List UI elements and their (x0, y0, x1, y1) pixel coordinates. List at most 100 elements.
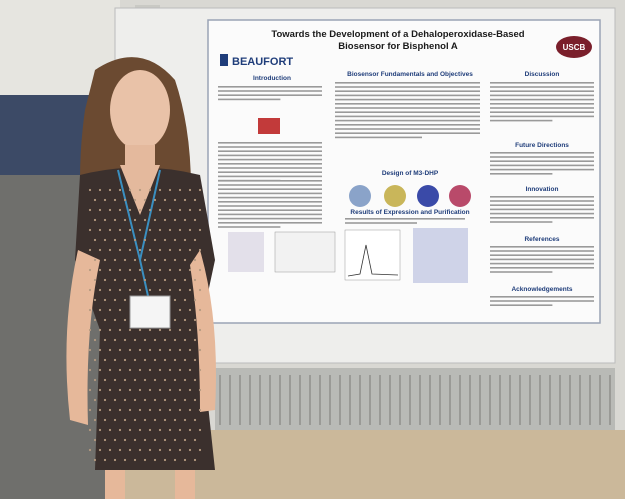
dress-dot (93, 358, 97, 362)
dress-dot (148, 428, 152, 432)
text-line (218, 184, 322, 186)
dress-dot (153, 198, 157, 202)
dress-dot (153, 338, 157, 342)
text-line (218, 98, 281, 101)
dress-dot (93, 198, 97, 202)
dress-dot (128, 268, 132, 272)
dress-dot (103, 378, 107, 382)
dress-dot (183, 258, 187, 262)
dress-dot (198, 268, 202, 272)
dress-dot (183, 458, 187, 462)
dress-dot (123, 278, 127, 282)
dress-dot (163, 218, 167, 222)
text-line (490, 107, 594, 109)
dress-dot (138, 208, 142, 212)
dress-dot (133, 278, 137, 282)
dress-dot (178, 428, 182, 432)
chromatogram-line (347, 244, 399, 277)
protein-figure (417, 185, 439, 207)
text-line (490, 246, 594, 248)
dress-dot (193, 378, 197, 382)
dress-dot (93, 258, 97, 262)
dress-dot (93, 298, 97, 302)
text-line (218, 158, 322, 161)
dress-dot (188, 448, 192, 452)
dress-dot (113, 338, 117, 342)
section-heading: Biosensor Fundamentals and Objectives (347, 71, 473, 78)
dress-dot (128, 328, 132, 332)
dress-dot (98, 348, 102, 352)
dress-dot (93, 318, 97, 322)
dress-dot (138, 448, 142, 452)
section-heading: Future Directions (515, 142, 569, 149)
text-line (218, 167, 322, 169)
dress-dot (193, 458, 197, 462)
text-line (490, 250, 594, 252)
dress-dot (148, 328, 152, 332)
dress-dot (188, 228, 192, 232)
text-line (490, 212, 594, 215)
text-line (218, 146, 322, 148)
dress-dot (173, 298, 177, 302)
dress-dot (183, 198, 187, 202)
section-heading: References (524, 236, 559, 243)
poster-text-lines (218, 82, 594, 306)
dress-dot (188, 408, 192, 412)
dress-dot (98, 448, 102, 452)
dress-dot (178, 268, 182, 272)
dress-dot (118, 248, 122, 252)
dress-dot (128, 448, 132, 452)
dress-dot (168, 428, 172, 432)
dress-dot (113, 258, 117, 262)
dress-dot (133, 238, 137, 242)
text-line (490, 98, 594, 101)
dress-dot (198, 408, 202, 412)
dress-dot (123, 398, 127, 402)
dress-dot (168, 448, 172, 452)
dress-dot (88, 388, 92, 392)
dress-dot (173, 358, 177, 362)
dress-dot (88, 228, 92, 232)
poster-title: Towards the Development of a Dehaloperox… (271, 29, 524, 40)
dress-dot (108, 288, 112, 292)
dress-dot (118, 428, 122, 432)
text-line (490, 221, 553, 223)
dress-dot (108, 388, 112, 392)
text-line (490, 82, 594, 84)
dress-dot (98, 388, 102, 392)
dress-dot (123, 338, 127, 342)
dress-dot (108, 348, 112, 352)
dress-dot (183, 338, 187, 342)
dress-dot (98, 308, 102, 312)
text-line (218, 94, 322, 96)
dress-dot (138, 348, 142, 352)
text-line (335, 82, 480, 84)
text-line (490, 304, 553, 306)
dress-dot (103, 318, 107, 322)
dress-dot (188, 328, 192, 332)
dress-dot (158, 248, 162, 252)
text-line (218, 163, 322, 165)
dress-dot (88, 328, 92, 332)
text-line (490, 86, 594, 88)
dress-dot (93, 378, 97, 382)
dress-dot (188, 188, 192, 192)
dress-dot (103, 278, 107, 282)
dress-dot (173, 278, 177, 282)
dress-dot (88, 288, 92, 292)
text-line (490, 300, 594, 302)
dress-dot (133, 258, 137, 262)
dress-dot (118, 308, 122, 312)
dress-dot (123, 218, 127, 222)
radiator-grille (219, 375, 611, 425)
dress-dot (133, 378, 137, 382)
dress-dot (103, 458, 107, 462)
dress-dot (133, 358, 137, 362)
dress-dot (178, 248, 182, 252)
protein-figure (449, 185, 471, 207)
dress-dot (138, 328, 142, 332)
dress-dot (113, 218, 117, 222)
dress-dot (183, 418, 187, 422)
dress-dot (118, 288, 122, 292)
text-line (490, 262, 594, 265)
